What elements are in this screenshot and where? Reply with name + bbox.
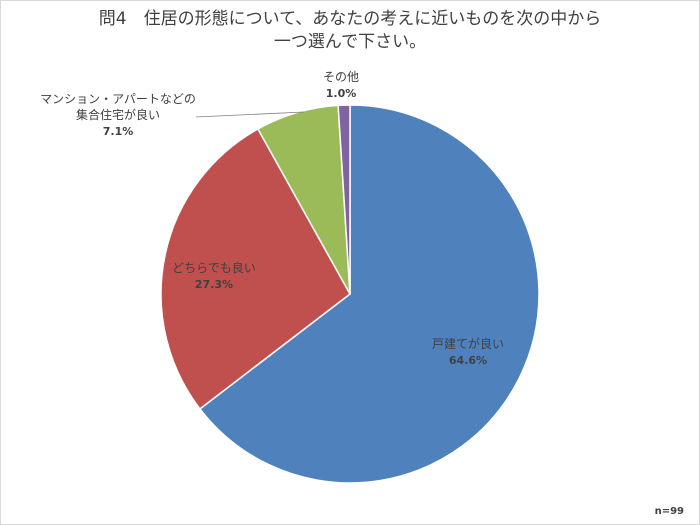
slice-value-other: 1.0%	[326, 87, 357, 100]
sample-size-note: n=99	[654, 506, 684, 517]
leader-line-apartment	[195, 111, 305, 118]
slice-value-apartment: 7.1%	[103, 125, 134, 138]
pie-slices	[160, 104, 540, 484]
leader-lines	[195, 111, 305, 118]
pie-slice-either	[160, 127, 351, 410]
slice-labels: 戸建てが良い 64.6% どちらでも良い 27.3% マンション・アパートなどの集合住宅…	[40, 70, 504, 367]
slice-value-detached: 64.6%	[449, 354, 487, 367]
chart-title-line-2: 一つ選んで下さい。	[273, 32, 427, 52]
pie-slice-other	[337, 104, 351, 295]
slice-value-either: 27.3%	[195, 278, 233, 291]
slice-label-detached: 戸建てが良い 64.6%	[432, 336, 504, 367]
slice-label-other: その他 1.0%	[323, 70, 359, 100]
pie-slice-detached	[198, 104, 540, 484]
chart-title-line-1: 問4 住居の形態について、あなたの考えに近いものを次の中から	[98, 9, 602, 29]
slice-label-apartment: マンション・アパートなどの集合住宅が良い 7.1%	[40, 92, 196, 138]
slice-label-either: どちらでも良い 27.3%	[172, 260, 256, 291]
chart-title: 問4 住居の形態について、あなたの考えに近いものを次の中から 一つ選んで下さい。	[40, 8, 660, 54]
